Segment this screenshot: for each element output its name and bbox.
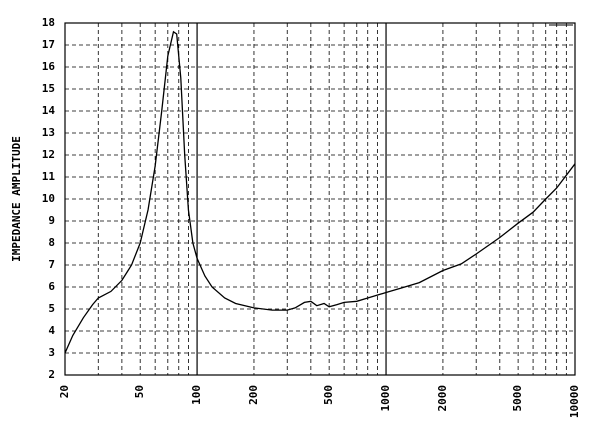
y-tick-label: 17 (42, 38, 55, 51)
y-tick-label: 4 (48, 324, 55, 337)
x-tick-label: 500 (322, 385, 335, 405)
x-tick-label: 50 (133, 385, 146, 398)
y-tick-label: 2 (48, 368, 55, 381)
impedance-curve (64, 30, 576, 354)
y-tick-label: 9 (48, 214, 55, 227)
y-tick-label: 5 (48, 302, 55, 315)
x-tick-label: 10000 (568, 385, 581, 418)
y-axis-label: IMPEDANCE AMPLITUDE (10, 136, 23, 262)
y-tick-label: 7 (48, 258, 55, 271)
y-tick-label: 15 (42, 82, 55, 95)
y-tick-label: 10 (42, 192, 55, 205)
y-tick-label: 13 (42, 126, 55, 139)
x-tick-label: 2000 (436, 385, 449, 412)
x-tick-label: 1000 (379, 385, 392, 412)
x-tick-label: 5000 (511, 385, 524, 412)
y-tick-label: 18 (42, 16, 55, 29)
y-tick-label: 12 (42, 148, 55, 161)
x-tick-label: 200 (247, 385, 260, 405)
y-tick-label: 14 (42, 104, 56, 117)
y-tick-label: 3 (48, 346, 55, 359)
x-tick-label: 100 (190, 385, 203, 405)
y-tick-label: 8 (48, 236, 55, 249)
y-tick-label: 6 (48, 280, 55, 293)
x-tick-label: 20 (58, 385, 71, 398)
y-tick-label: 11 (42, 170, 56, 183)
plot-frame (64, 22, 576, 376)
y-tick-label: 16 (42, 60, 56, 73)
